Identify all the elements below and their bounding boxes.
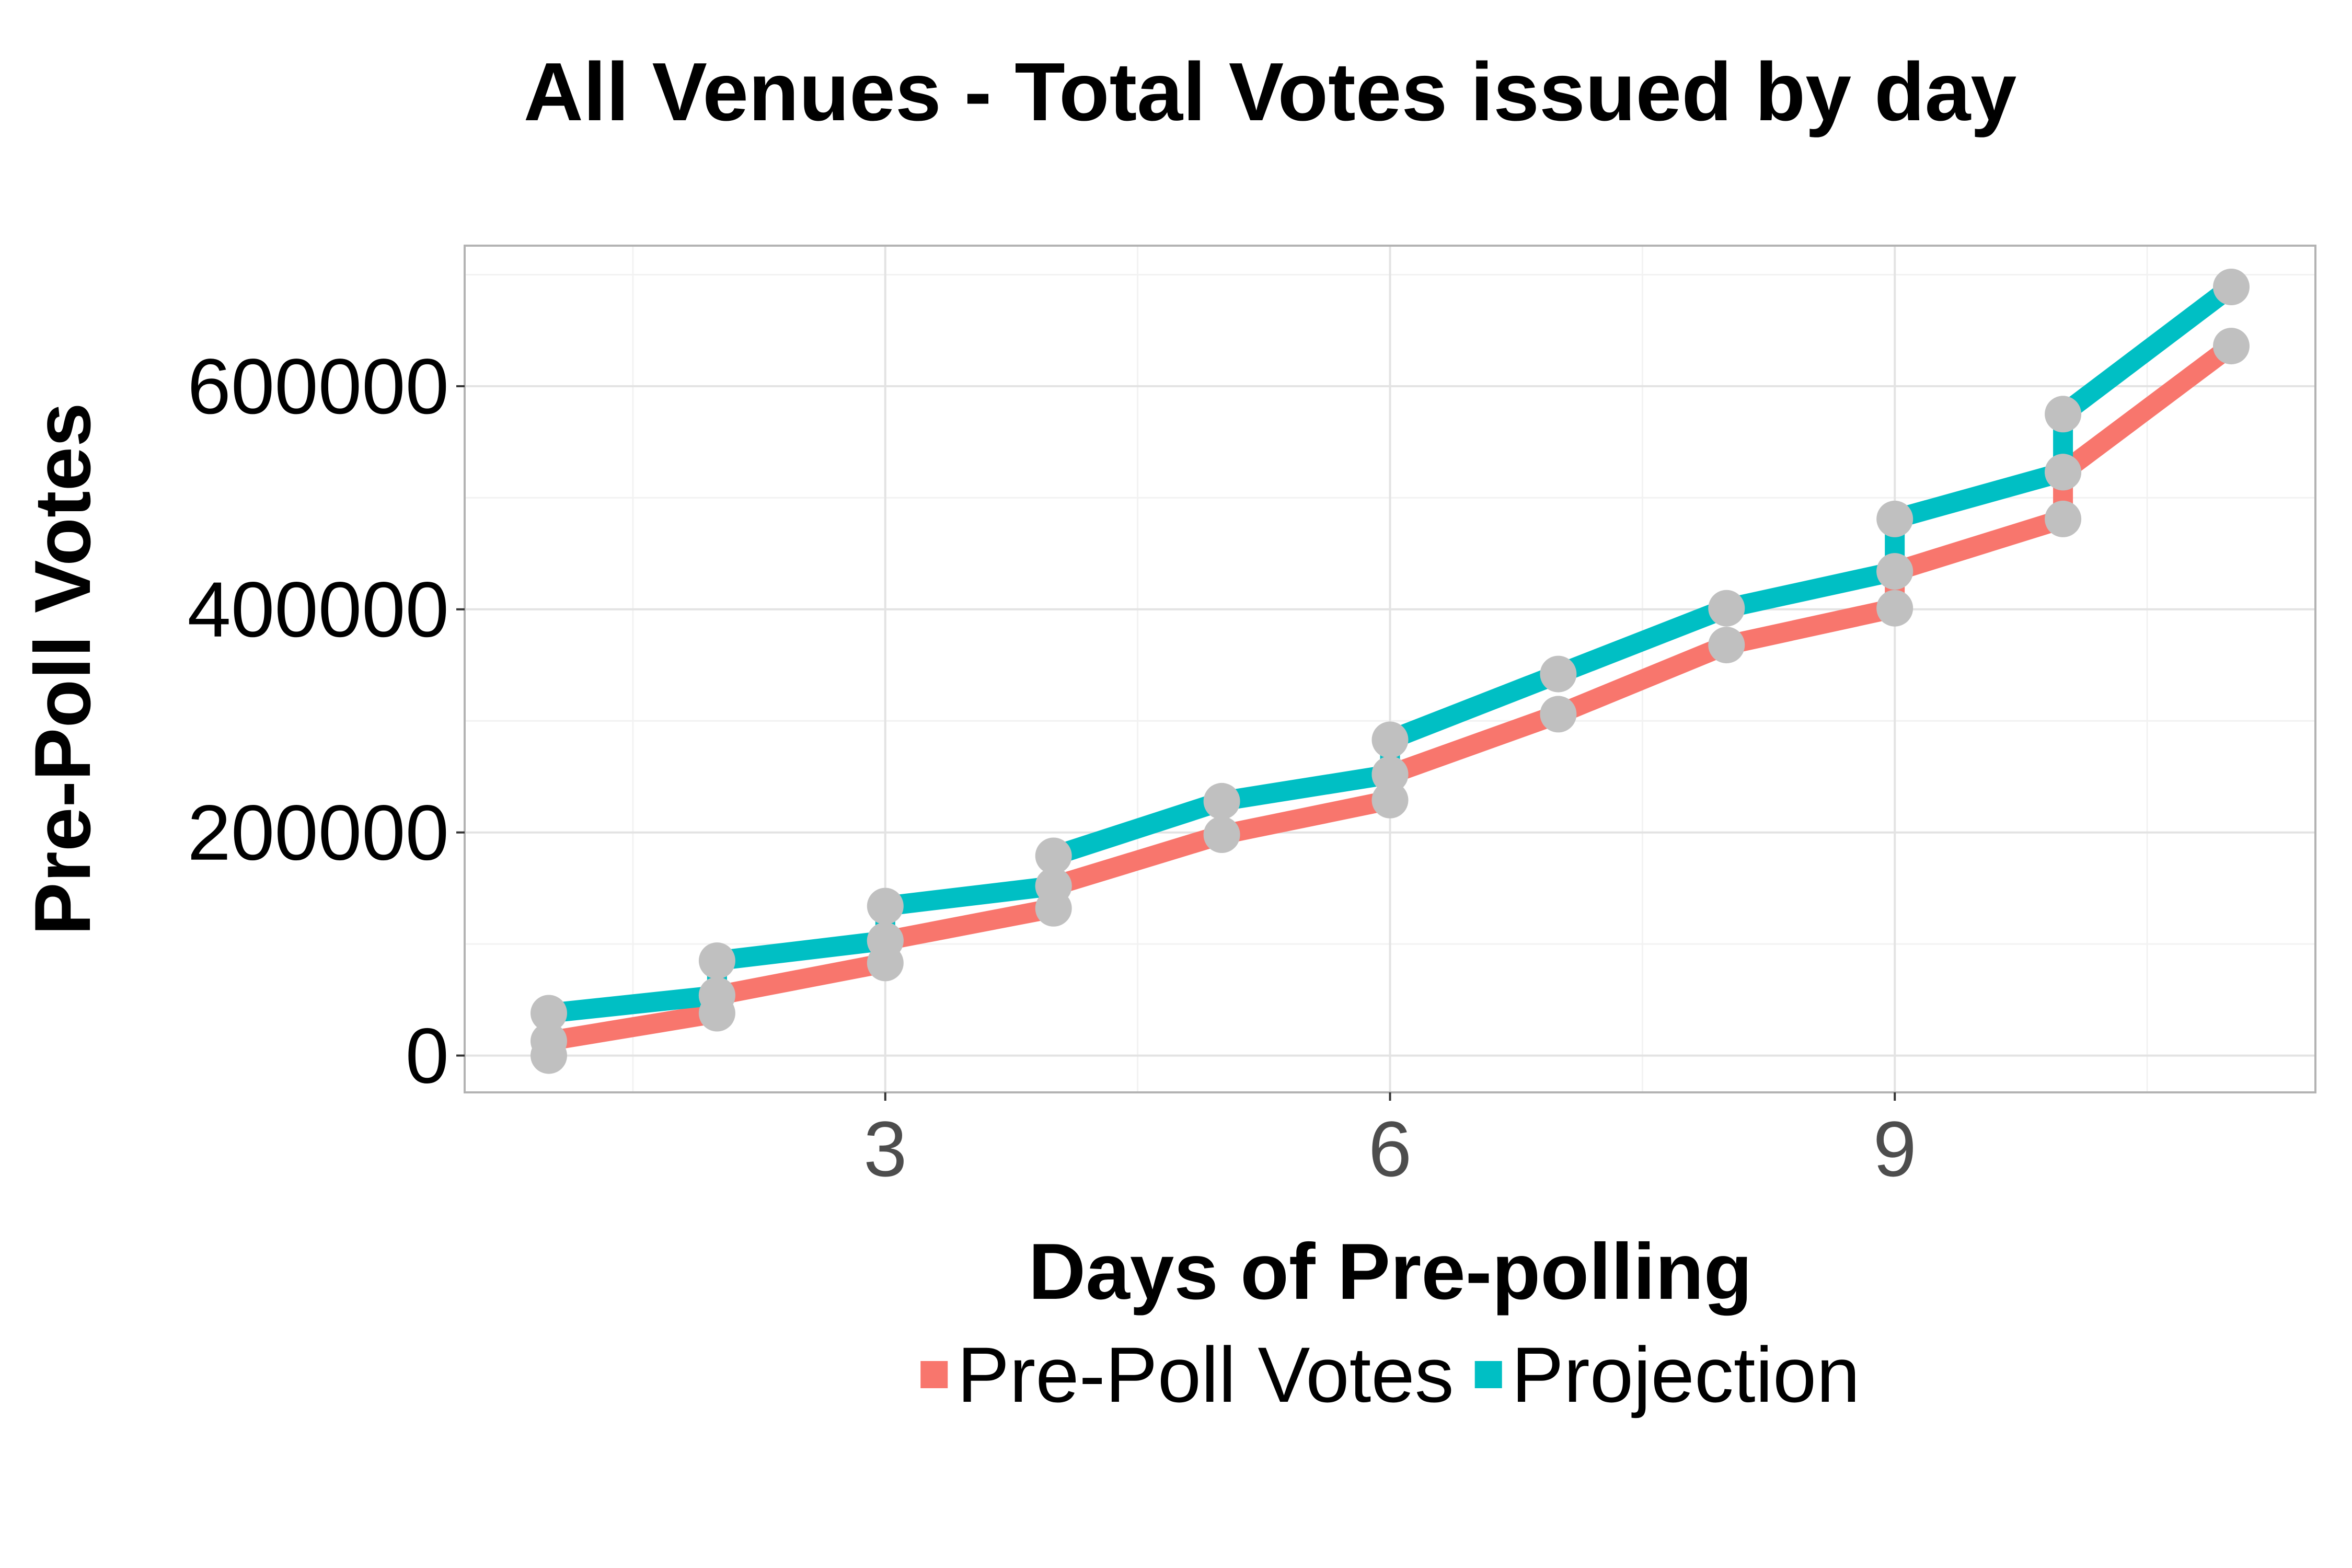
y-tick-label: 400000 xyxy=(187,566,449,653)
x-axis-ticks: 3 6 9 xyxy=(863,1092,1917,1193)
data-point-series-1 xyxy=(867,887,904,925)
grid-layer xyxy=(465,246,2315,1092)
data-point-series-0 xyxy=(1371,781,1409,818)
chart-title: All Venues - Total Votes issued by day xyxy=(524,46,2017,138)
y-axis-label: Pre-Poll Votes xyxy=(18,402,107,935)
data-point-series-1 xyxy=(2045,396,2082,433)
data-point-series-1 xyxy=(698,942,735,979)
y-tick-label: 600000 xyxy=(187,342,449,430)
data-point-series-1 xyxy=(531,995,567,1032)
y-tick-label: 0 xyxy=(406,1012,449,1100)
data-point-series-1 xyxy=(1035,868,1072,905)
y-tick-label: 200000 xyxy=(187,789,449,877)
x-tick-label: 6 xyxy=(1368,1105,1412,1193)
legend-label-0: Pre-Poll Votes xyxy=(957,1331,1454,1419)
points-layer xyxy=(531,269,2250,1074)
data-point-series-1 xyxy=(1876,500,1913,537)
data-point-series-1 xyxy=(867,922,904,959)
data-point-series-0 xyxy=(1540,696,1577,733)
data-point-series-0 xyxy=(2045,500,2082,537)
data-point-series-1 xyxy=(1203,782,1240,820)
y-axis-ticks: 0 200000 400000 600000 xyxy=(187,342,465,1100)
x-tick-label: 9 xyxy=(1873,1105,1917,1193)
legend-label-1: Projection xyxy=(1512,1331,1860,1419)
data-point-series-1 xyxy=(698,977,735,1014)
legend-key-0 xyxy=(920,1361,948,1388)
data-point-series-1 xyxy=(2045,454,2082,491)
data-point-series-0 xyxy=(1203,816,1240,853)
data-point-series-1 xyxy=(1540,655,1577,693)
data-point-series-0 xyxy=(1876,590,1913,627)
x-tick-label: 3 xyxy=(863,1105,907,1193)
data-point-series-0 xyxy=(2213,328,2250,365)
data-point-series-1 xyxy=(1876,553,1913,590)
data-point-series-0 xyxy=(1708,627,1745,664)
x-axis-label: Days of Pre-polling xyxy=(1028,1227,1752,1316)
data-point-series-1 xyxy=(1371,756,1409,793)
data-point-series-1 xyxy=(1708,590,1745,627)
data-point-series-1 xyxy=(2213,269,2250,305)
data-point-series-1 xyxy=(1371,721,1409,758)
data-point-series-0 xyxy=(531,1022,567,1059)
legend-key-1 xyxy=(1474,1361,1502,1388)
legend: Pre-Poll Votes Projection xyxy=(920,1331,1860,1419)
data-point-series-1 xyxy=(1035,837,1072,874)
